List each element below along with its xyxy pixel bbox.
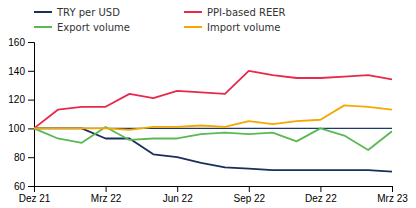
y-tick: 80 — [14, 152, 34, 163]
x-tick: Mrz 22 — [91, 186, 122, 204]
legend-item: TRY per USD — [34, 7, 120, 18]
x-tick-label: Dez 21 — [19, 193, 51, 204]
y-tick-mark — [28, 100, 34, 101]
legend-label: PPI-based REER — [207, 7, 286, 18]
legend-swatch — [34, 26, 52, 28]
x-tick-label: Mrz 22 — [91, 193, 122, 204]
y-tick-mark — [28, 42, 34, 43]
y-tick: 120 — [8, 94, 34, 105]
x-axis: Dez 21 Mrz 22 Jun 22 Sep 22 Dez 22 Mrz 23 — [19, 186, 409, 204]
x-tick-label: Sep 22 — [233, 193, 265, 204]
legend-label: Import volume — [207, 22, 280, 33]
y-tick-label: 120 — [8, 94, 25, 105]
y-tick: 60 — [14, 181, 34, 192]
y-tick: 100 — [8, 123, 34, 134]
series-line — [34, 128, 392, 171]
x-tick-label: Mrz 23 — [377, 193, 408, 204]
y-tick-label: 100 — [8, 123, 25, 134]
x-tick-mark — [249, 186, 250, 192]
legend-item: PPI-based REER — [184, 7, 286, 18]
series-line — [34, 71, 392, 129]
y-tick: 140 — [8, 66, 34, 77]
x-axis-line — [35, 187, 393, 193]
y-axis: 60 80 100 120 140 160 — [8, 37, 34, 192]
legend-swatch — [34, 11, 52, 13]
y-tick-label: 80 — [14, 152, 26, 163]
y-tick-mark — [28, 186, 34, 187]
y-tick-mark — [28, 157, 34, 158]
x-tick: Dez 22 — [305, 186, 337, 204]
legend-item: Export volume — [34, 22, 130, 33]
y-tick-label: 140 — [8, 66, 25, 77]
y-tick: 160 — [8, 37, 34, 48]
x-tick-mark — [106, 186, 107, 192]
y-tick-label: 160 — [8, 37, 25, 48]
marks — [34, 71, 392, 172]
x-tick: Mrz 23 — [377, 186, 408, 204]
x-tick-mark — [320, 186, 321, 192]
x-tick-mark — [392, 186, 393, 192]
legend-swatch — [184, 26, 202, 28]
x-tick-label: Jun 22 — [163, 193, 193, 204]
legend-item: Import volume — [184, 22, 280, 33]
series-line — [34, 105, 392, 129]
chart: Dez 21 Mrz 22 Jun 22 Sep 22 Dez 22 Mrz 23 60 80… — [0, 0, 416, 208]
y-axis-line — [28, 43, 35, 187]
x-tick-label: Dez 22 — [305, 193, 337, 204]
y-tick-mark — [28, 71, 34, 72]
legend-swatch — [184, 11, 202, 13]
x-tick-mark — [177, 186, 178, 192]
plot: Dez 21 Mrz 22 Jun 22 Sep 22 Dez 22 Mrz 23 60 80… — [8, 37, 408, 204]
y-tick-label: 60 — [14, 181, 26, 192]
y-tick-mark — [28, 128, 34, 129]
legend: TRY per USD PPI-based REER Export volume Im… — [34, 7, 286, 33]
x-tick: Sep 22 — [233, 186, 265, 204]
x-tick: Jun 22 — [163, 186, 193, 204]
legend-label: Export volume — [57, 22, 130, 33]
series-line — [34, 127, 392, 150]
legend-label: TRY per USD — [56, 7, 120, 18]
